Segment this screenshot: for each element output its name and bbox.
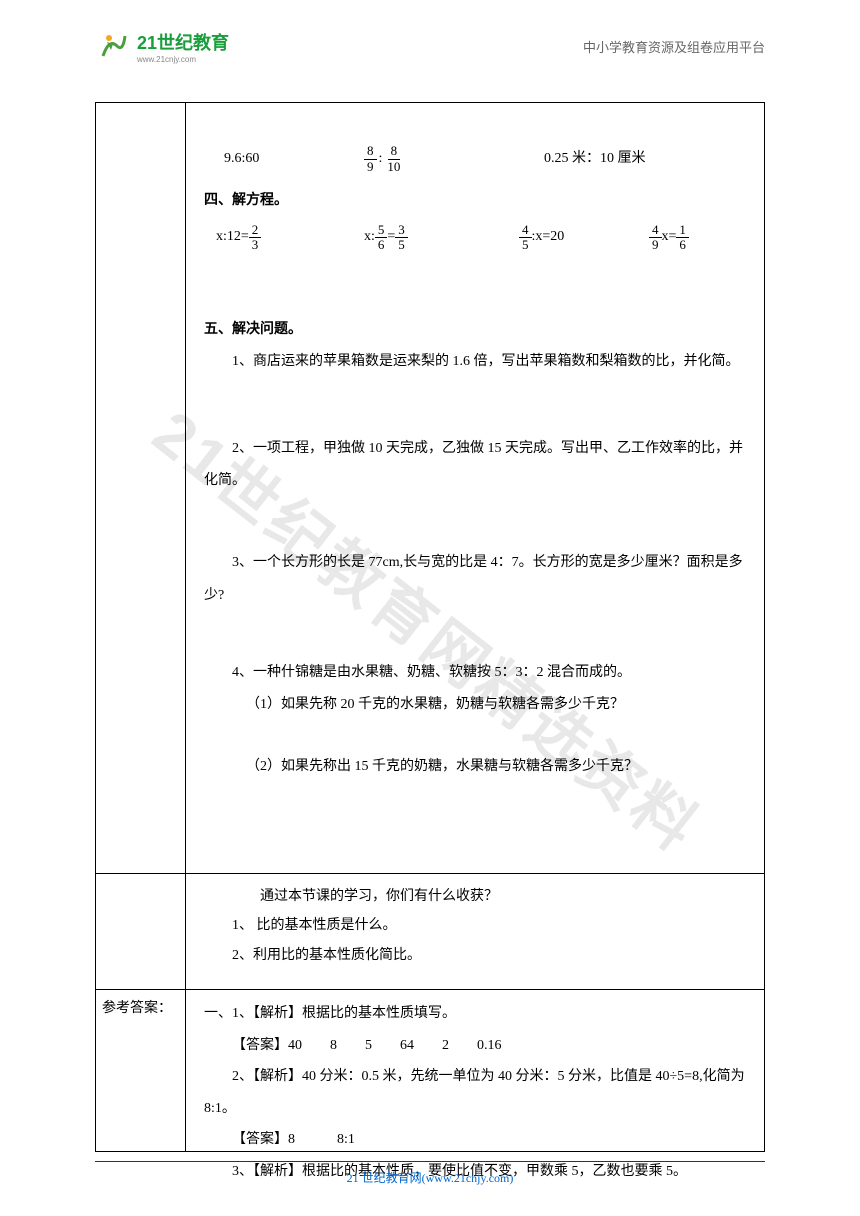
answers-label: 参考答案： <box>96 990 185 1028</box>
question-4: 4、一种什锦糖是由水果糖、奶糖、软糖按 5：3：2 混合而成的。 <box>204 657 746 689</box>
eq-4: 49 x= 16 <box>649 221 689 253</box>
answer-1-analysis: 一、1、【解析】根据比的基本性质填写。 <box>204 998 746 1030</box>
left-column: 参考答案： <box>96 103 186 1151</box>
header-right-text: 中小学教育资源及组卷应用平台 <box>583 37 765 56</box>
footer-divider <box>95 1161 765 1162</box>
eq-3: 45 :x=20 <box>519 221 649 253</box>
summary-line-2: 1、 比的基本性质是什么。 <box>204 911 746 940</box>
summary-block: 通过本节课的学习，你们有什么收获？ 1、 比的基本性质是什么。 2、利用比的基本… <box>186 874 764 989</box>
page-content-border: 21世纪教育网精选资料 参考答案： 9.6:60 89 : 810 0.25 米… <box>95 102 765 1152</box>
logo-text-en: www.21cnjy.com <box>137 55 229 64</box>
logo-text-cn: 21世纪教育 <box>137 29 229 55</box>
answer-2-result: 【答案】8 8:1 <box>204 1124 746 1156</box>
question-3: 3、一个长方形的长是 77cm,长与宽的比是 4：7。长方形的宽是多少厘米？面积… <box>204 547 746 611</box>
ratio-1: 9.6:60 <box>204 143 364 175</box>
ratio-2: 89 : 810 <box>364 143 544 175</box>
logo: 21世纪教育 www.21cnjy.com <box>95 28 229 64</box>
main-content: 9.6:60 89 : 810 0.25 米：10 厘米 四、解方程。 x:12… <box>186 103 764 873</box>
page-footer: 21 世纪教育网(www.21cnjy.com) <box>0 1169 860 1186</box>
equation-row: x:12= 23 x: 56 = 35 45 :x=20 49 x= 16 <box>204 221 746 253</box>
logo-icon <box>95 28 131 64</box>
summary-line-1: 通过本节课的学习，你们有什么收获？ <box>204 882 746 911</box>
question-4-1: （1）如果先称 20 千克的水果糖，奶糖与软糖各需多少千克？ <box>204 689 746 721</box>
logo-text: 21世纪教育 www.21cnjy.com <box>137 29 229 64</box>
question-2: 2、一项工程，甲独做 10 天完成，乙独做 15 天完成。写出甲、乙工作效率的比… <box>204 433 746 497</box>
section-5-title: 五、解决问题。 <box>204 314 746 346</box>
ratio-row-1: 9.6:60 89 : 810 0.25 米：10 厘米 <box>204 143 746 175</box>
answer-1-result: 【答案】40 8 5 64 2 0.16 <box>204 1030 746 1062</box>
page-header: 21世纪教育 www.21cnjy.com 中小学教育资源及组卷应用平台 <box>95 28 765 64</box>
eq-2: x: 56 = 35 <box>364 221 519 253</box>
question-4-2: （2）如果先称出 15 千克的奶糖，水果糖与软糖各需多少千克？ <box>204 751 746 783</box>
answer-2-analysis: 2、【解析】40 分米：0.5 米，先统一单位为 40 分米：5 分米，比值是 … <box>204 1061 746 1124</box>
ratio-3: 0.25 米：10 厘米 <box>544 143 646 175</box>
eq-1: x:12= 23 <box>204 221 364 253</box>
right-column: 9.6:60 89 : 810 0.25 米：10 厘米 四、解方程。 x:12… <box>186 103 764 1151</box>
summary-line-3: 2、利用比的基本性质化简比。 <box>204 941 746 970</box>
section-4-title: 四、解方程。 <box>204 185 746 217</box>
question-1: 1、商店运来的苹果箱数是运来梨的 1.6 倍，写出苹果箱数和梨箱数的比，并化简。 <box>204 346 746 378</box>
